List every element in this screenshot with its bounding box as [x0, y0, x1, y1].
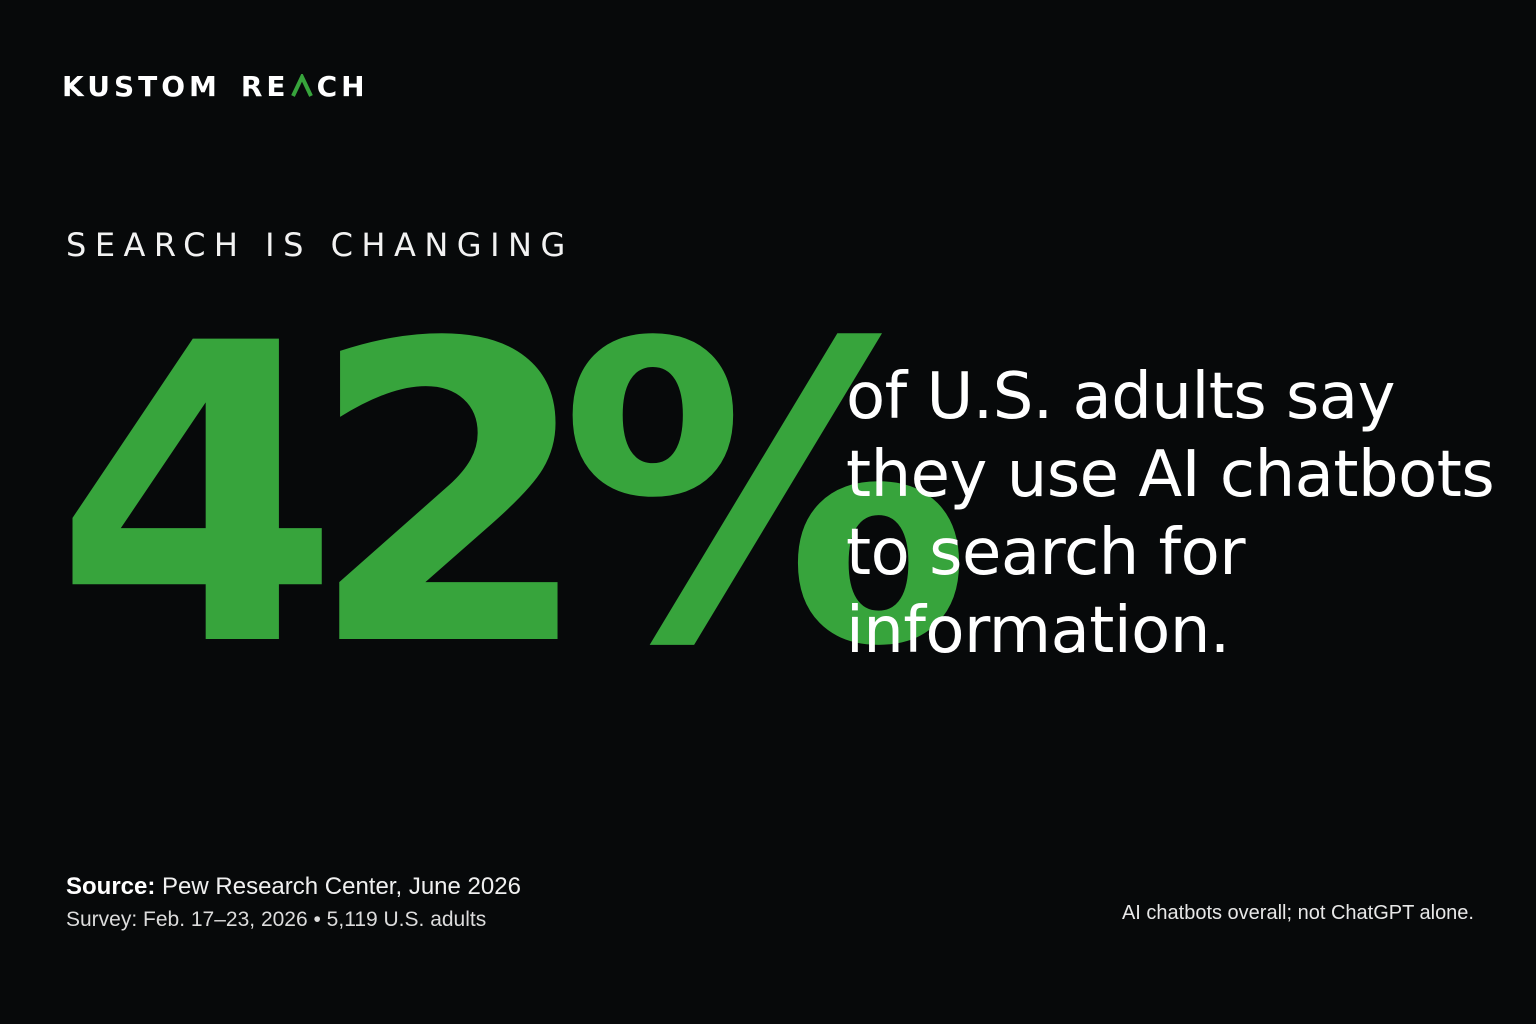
survey-details: Survey: Feb. 17–23, 2026 • 5,119 U.S. ad… [66, 908, 487, 931]
source-citation: Source: Pew Research Center, June 2026 [66, 873, 521, 901]
brand-name-start: RE [240, 69, 290, 103]
stat-description-line: of U.S. adults say [846, 360, 1395, 434]
brand-name-end: CH [316, 69, 369, 103]
brand-logo: KUSTOM RE CH [62, 66, 369, 106]
brand-prefix: KUSTOM [62, 69, 221, 103]
green-chevron-a-icon [290, 74, 313, 98]
footnote: AI chatbots overall; not ChatGPT alone. [1121, 902, 1474, 924]
stat-description-line: they use AI chatbots [846, 438, 1495, 512]
source-text: Pew Research Center, June 2026 [155, 873, 521, 900]
stat-description: of U.S. adults say they use AI chatbots … [846, 358, 1506, 670]
stat-description-line: information. [846, 594, 1230, 668]
stat-description-line: to search for [846, 516, 1246, 590]
stat-value: 42% [54, 258, 972, 737]
eyebrow-heading: SEARCH IS CHANGING [66, 226, 574, 264]
source-label: Source: [66, 873, 156, 900]
